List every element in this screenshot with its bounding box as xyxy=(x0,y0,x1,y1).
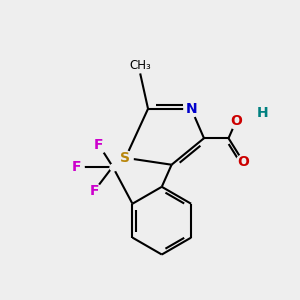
Text: F: F xyxy=(94,138,104,152)
Text: CH₃: CH₃ xyxy=(129,59,151,72)
Text: S: S xyxy=(121,151,130,165)
Text: F: F xyxy=(89,184,99,198)
Text: H: H xyxy=(257,106,269,120)
Text: F: F xyxy=(72,160,81,174)
Text: N: N xyxy=(185,102,197,116)
Text: O: O xyxy=(230,114,242,128)
Text: O: O xyxy=(237,155,249,169)
